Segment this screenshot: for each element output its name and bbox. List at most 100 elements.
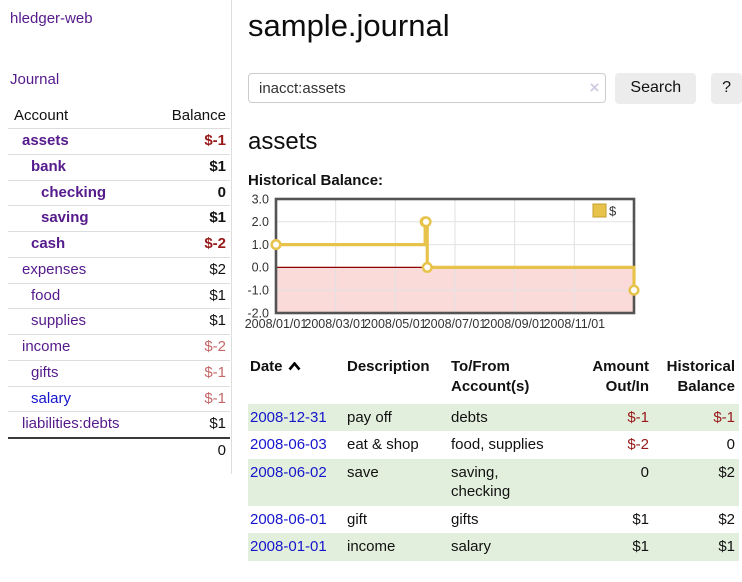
sidebar-account-supplies[interactable]: supplies bbox=[31, 312, 87, 330]
date-column-header[interactable]: Date bbox=[248, 354, 345, 404]
transaction-balance: $2 bbox=[718, 510, 735, 528]
y-axis-tick-label: 3.0 bbox=[252, 192, 269, 206]
transaction-description: pay off bbox=[347, 408, 392, 426]
account-row: salary $-1 bbox=[8, 386, 230, 413]
account-balance: $1 bbox=[150, 411, 230, 439]
account-balance: $-1 bbox=[150, 360, 230, 387]
sidebar: hledger-web Journal Account Balance asse… bbox=[0, 0, 232, 474]
transaction-amount: 0 bbox=[640, 463, 649, 481]
account-balance: $-2 bbox=[150, 231, 230, 258]
sidebar-account-expenses[interactable]: expenses bbox=[22, 260, 87, 278]
clear-search-icon[interactable]: × bbox=[589, 78, 600, 97]
transaction-balance: $1 bbox=[718, 538, 735, 555]
accounts-header-row: Account Balance bbox=[8, 104, 230, 129]
data-point-marker bbox=[270, 239, 282, 251]
account-row: food $1 bbox=[8, 283, 230, 310]
transaction-row: 2008-12-31 pay off debts $-1 $-1 bbox=[248, 403, 739, 431]
transaction-amount: $-2 bbox=[627, 436, 649, 453]
transaction-balance: $2 bbox=[718, 463, 735, 481]
search-button[interactable]: Search bbox=[615, 72, 697, 104]
transaction-description: save bbox=[347, 463, 379, 481]
transaction-date-link[interactable]: 2008-06-01 bbox=[250, 510, 327, 528]
account-balance: $1 bbox=[150, 205, 230, 232]
y-axis-tick-label: 1.0 bbox=[252, 238, 269, 252]
account-row: liabilities:debts $1 bbox=[8, 411, 230, 439]
accounts-total-row: 0 bbox=[8, 437, 230, 464]
data-point-marker bbox=[628, 284, 640, 296]
balance-column-header: Balance bbox=[150, 104, 230, 129]
transaction-date-link[interactable]: 2008-06-02 bbox=[250, 463, 327, 481]
sidebar-account-liabilities-debts[interactable]: liabilities:debts bbox=[22, 415, 120, 433]
legend-label: $ bbox=[609, 204, 617, 219]
y-axis-tick-label: -1.0 bbox=[247, 284, 269, 298]
data-point-marker bbox=[421, 261, 433, 273]
transaction-amount: $1 bbox=[632, 538, 649, 555]
transaction-amount: $1 bbox=[632, 510, 649, 528]
x-axis-tick-label: 2008/05/01 bbox=[364, 317, 427, 331]
sort-ascending-icon bbox=[288, 362, 301, 371]
sidebar-account-cash[interactable]: cash bbox=[31, 235, 66, 252]
sidebar-account-assets[interactable]: assets bbox=[22, 132, 69, 149]
x-axis-tick-label: 2008/07/01 bbox=[424, 317, 487, 331]
account-row: saving $1 bbox=[8, 205, 230, 232]
transaction-row: 2008-06-01 gift gifts $1 $2 bbox=[248, 506, 739, 534]
transaction-date-link[interactable]: 2008-06-03 bbox=[250, 436, 327, 453]
account-row: assets $-1 bbox=[8, 128, 230, 155]
search-bar: × Search ? bbox=[248, 72, 742, 104]
transactions-header-row: Date Description To/From Account(s) Amou… bbox=[248, 354, 739, 404]
account-row: gifts $-1 bbox=[8, 360, 230, 387]
account-balance: $1 bbox=[150, 308, 230, 335]
sidebar-account-income[interactable]: income bbox=[22, 338, 71, 355]
sidebar-account-gifts[interactable]: gifts bbox=[31, 363, 59, 381]
historical-balance-column-header: Historical Balance bbox=[666, 358, 735, 396]
y-axis-tick-label: 2.0 bbox=[252, 215, 269, 229]
account-balance: $2 bbox=[150, 257, 230, 284]
app-brand-link[interactable]: hledger-web bbox=[10, 10, 93, 27]
account-column-header: Account bbox=[8, 104, 151, 129]
transaction-accounts: gifts bbox=[451, 510, 479, 528]
sidebar-account-saving[interactable]: saving bbox=[41, 209, 89, 227]
x-axis-tick-label: 2008/11/01 bbox=[544, 317, 606, 331]
account-row: cash $-2 bbox=[8, 231, 230, 258]
transaction-balance: $-1 bbox=[713, 408, 735, 426]
accounts-total-value: 0 bbox=[150, 437, 230, 464]
search-input[interactable] bbox=[248, 73, 607, 103]
transaction-date-link[interactable]: 2008-01-01 bbox=[250, 538, 327, 555]
main-content: sample.journal × Search ? assets Histori… bbox=[233, 0, 742, 561]
x-axis-tick-label: 2008/03/01 bbox=[304, 317, 367, 331]
account-row: income $-2 bbox=[8, 334, 230, 361]
account-row: supplies $1 bbox=[8, 308, 230, 335]
x-axis-tick-label: 2008/09/01 bbox=[483, 317, 546, 331]
date-header-label: Date bbox=[250, 358, 283, 375]
search-input-wrap: × bbox=[248, 73, 607, 103]
sidebar-account-checking[interactable]: checking bbox=[41, 183, 107, 201]
page-title: sample.journal bbox=[248, 8, 450, 43]
x-axis-tick-label: 2008/01/01 bbox=[245, 317, 308, 331]
help-button[interactable]: ? bbox=[711, 72, 742, 104]
transaction-date-link[interactable]: 2008-12-31 bbox=[250, 408, 327, 426]
account-balance: $-2 bbox=[150, 334, 230, 361]
sidebar-account-bank[interactable]: bank bbox=[31, 157, 67, 175]
account-balance: $1 bbox=[150, 283, 230, 310]
plot-border bbox=[274, 197, 636, 315]
transaction-balance: 0 bbox=[726, 436, 735, 453]
amount-column-header: Amount Out/In bbox=[592, 358, 649, 396]
chart-title: Historical Balance: bbox=[248, 172, 384, 189]
transaction-row: 2008-01-01 income salary $1 $1 bbox=[248, 533, 739, 561]
account-balance: $1 bbox=[150, 154, 230, 181]
data-point-marker bbox=[420, 216, 432, 228]
account-row: checking 0 bbox=[8, 180, 230, 207]
sidebar-item-journal[interactable]: Journal bbox=[10, 71, 60, 88]
sidebar-account-food[interactable]: food bbox=[31, 286, 61, 304]
sidebar-account-salary[interactable]: salary bbox=[31, 389, 72, 407]
account-balance: $-1 bbox=[150, 128, 230, 155]
accounts-table: Account Balance assets $-1 bank $1 checking 0… bbox=[8, 104, 230, 464]
transaction-accounts: saving, checking bbox=[451, 463, 511, 501]
account-balance: 0 bbox=[150, 180, 230, 207]
transaction-accounts: debts bbox=[451, 408, 488, 426]
transaction-description: income bbox=[347, 538, 396, 555]
account-row: expenses $2 bbox=[8, 257, 230, 284]
account-balance: $-1 bbox=[150, 386, 230, 413]
accounts-column-header: To/From Account(s) bbox=[451, 358, 530, 396]
y-axis-tick-label: 0.0 bbox=[252, 261, 269, 275]
